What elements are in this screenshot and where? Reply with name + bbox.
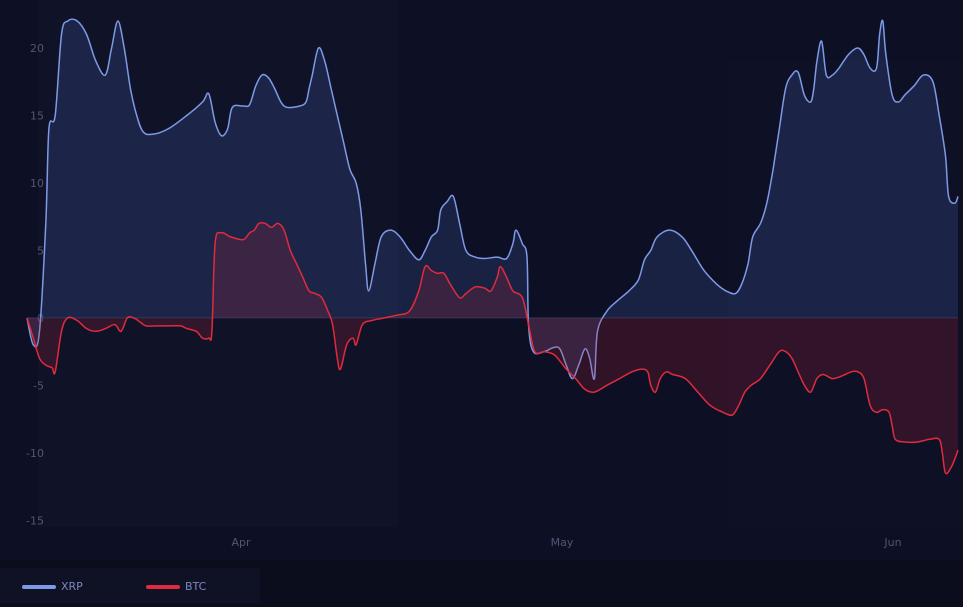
legend-label-btc: BTC (185, 580, 207, 593)
y-tick-label: -10 (26, 447, 44, 460)
plot-panel-left (38, 0, 398, 527)
series-area-xrp (27, 19, 958, 380)
plot-panel-right (728, 60, 963, 527)
x-tick-label: Jun (883, 536, 901, 549)
legend-swatch-xrp (22, 584, 56, 589)
y-tick-label: -15 (26, 514, 44, 527)
legend-label-xrp: XRP (61, 580, 83, 593)
y-axis-ticks: 20151050-5-10-15 (26, 42, 44, 527)
legend-item-btc[interactable]: BTC (146, 580, 206, 593)
y-tick-label: 20 (30, 42, 44, 55)
series-layer (26, 18, 959, 475)
legend-item-xrp[interactable]: XRP (22, 580, 83, 593)
x-axis-ticks: Apr May Jun (231, 536, 901, 549)
series-area-btc (27, 222, 958, 474)
series-line-btc[interactable] (26, 221, 959, 475)
legend: XRP BTC (0, 568, 260, 603)
x-tick-label: May (551, 536, 574, 549)
y-tick-label: -5 (33, 379, 44, 392)
legend-swatch-btc (146, 584, 180, 589)
y-tick-label: 5 (37, 244, 44, 257)
y-tick-label: 15 (30, 109, 44, 122)
x-tick-label: Apr (231, 536, 251, 549)
y-tick-label: 10 (30, 177, 44, 190)
series-line-xrp[interactable] (26, 18, 959, 380)
